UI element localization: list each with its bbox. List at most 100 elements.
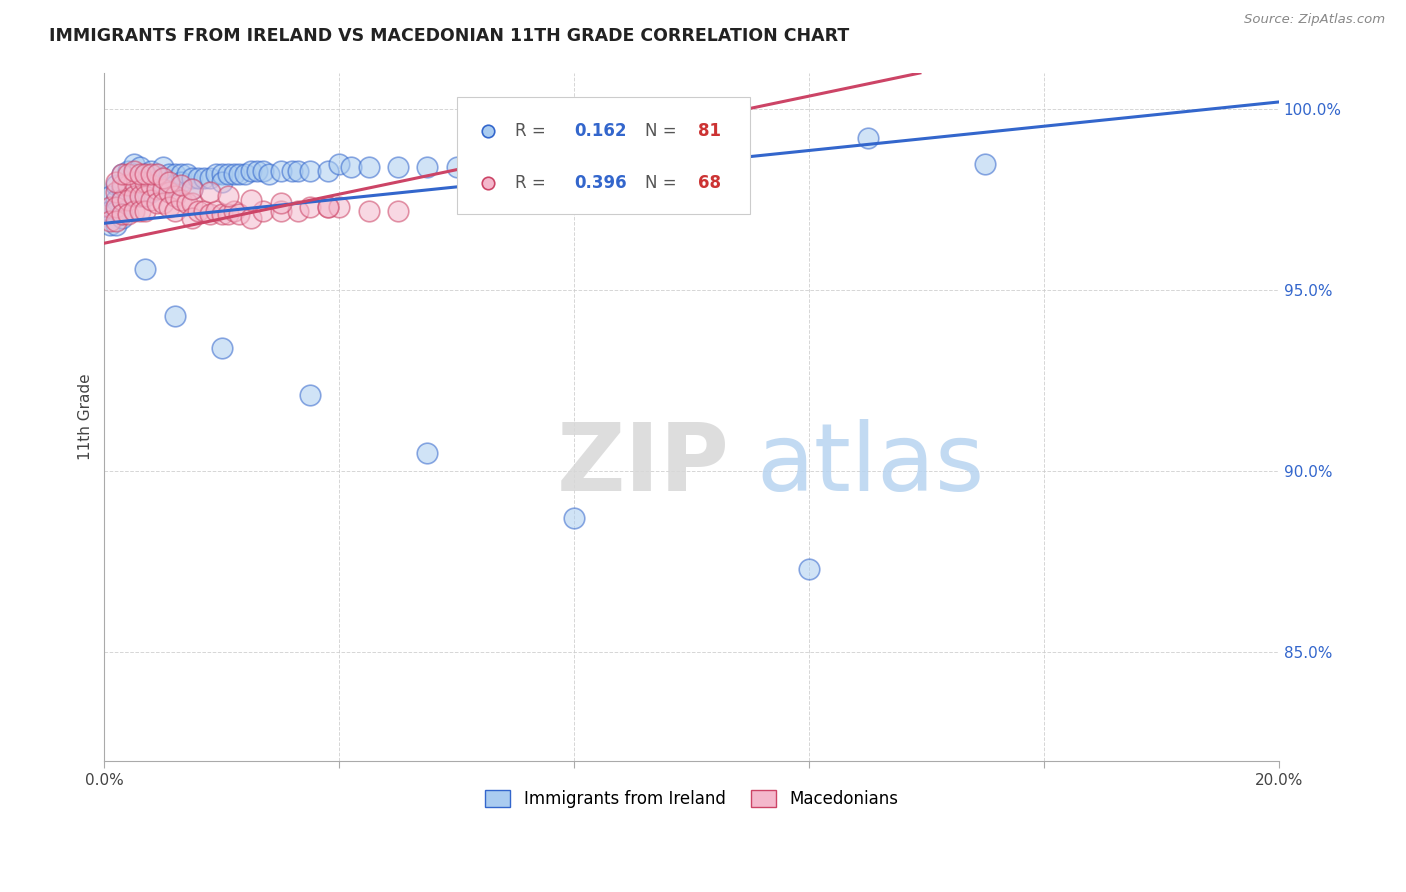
Point — [228, 207, 250, 221]
Point — [122, 178, 145, 193]
Point — [152, 182, 174, 196]
Point — [117, 178, 139, 193]
Point — [387, 160, 409, 174]
Point — [163, 309, 186, 323]
Point — [117, 189, 139, 203]
Point — [222, 167, 245, 181]
Point — [98, 200, 121, 214]
Point — [152, 182, 174, 196]
Point — [117, 167, 139, 181]
Point — [105, 193, 128, 207]
Point — [475, 160, 498, 174]
Text: R =: R = — [516, 174, 551, 192]
Point — [98, 189, 121, 203]
Point — [111, 207, 134, 221]
Point — [146, 167, 169, 181]
Point — [163, 178, 186, 193]
Point — [141, 193, 163, 207]
Point — [170, 175, 193, 189]
Point — [270, 163, 292, 178]
Point — [152, 171, 174, 186]
Point — [193, 171, 215, 186]
Point — [198, 171, 221, 186]
Point — [117, 207, 139, 221]
Point — [211, 167, 233, 181]
Point — [157, 178, 180, 193]
Point — [193, 203, 215, 218]
Point — [128, 167, 150, 181]
Point — [98, 203, 121, 218]
Point — [98, 218, 121, 232]
Point — [328, 200, 350, 214]
Text: 68: 68 — [697, 174, 720, 192]
Point — [152, 171, 174, 186]
Point — [240, 211, 263, 225]
Text: N =: N = — [645, 122, 682, 140]
Point — [128, 175, 150, 189]
Point — [217, 189, 239, 203]
Point — [298, 200, 321, 214]
Point — [122, 203, 145, 218]
Point — [134, 178, 156, 193]
Point — [205, 203, 228, 218]
Point — [146, 196, 169, 211]
Point — [797, 562, 820, 576]
Point — [181, 196, 204, 211]
Point — [134, 189, 156, 203]
Point — [252, 163, 274, 178]
Point — [387, 203, 409, 218]
Point — [181, 211, 204, 225]
Point — [316, 200, 339, 214]
Text: 0.162: 0.162 — [574, 122, 627, 140]
Point — [240, 193, 263, 207]
Point — [298, 163, 321, 178]
Point — [128, 203, 150, 218]
Point — [222, 203, 245, 218]
Point — [111, 207, 134, 221]
Point — [141, 163, 163, 178]
Point — [111, 193, 134, 207]
Point — [298, 388, 321, 402]
Point — [105, 175, 128, 189]
Text: N =: N = — [645, 174, 682, 192]
Point — [316, 200, 339, 214]
Point — [111, 182, 134, 196]
Point — [316, 163, 339, 178]
Point — [217, 167, 239, 181]
Point — [416, 446, 439, 460]
Point — [246, 163, 269, 178]
Point — [416, 160, 439, 174]
Point — [134, 167, 156, 181]
Point — [141, 186, 163, 200]
Point — [117, 178, 139, 193]
Point — [228, 167, 250, 181]
Point — [856, 131, 879, 145]
Point — [98, 214, 121, 228]
Point — [122, 189, 145, 203]
Point — [134, 175, 156, 189]
Point — [117, 193, 139, 207]
Point — [111, 167, 134, 181]
Point — [198, 207, 221, 221]
Text: 81: 81 — [697, 122, 720, 140]
Point — [105, 186, 128, 200]
Point — [974, 156, 997, 170]
Point — [105, 218, 128, 232]
Point — [111, 167, 134, 181]
Point — [170, 193, 193, 207]
Point — [111, 178, 134, 193]
Point — [152, 196, 174, 211]
Point — [211, 341, 233, 355]
Point — [211, 175, 233, 189]
Point — [122, 175, 145, 189]
Text: ZIP: ZIP — [557, 419, 730, 511]
Point — [141, 175, 163, 189]
Point — [340, 160, 363, 174]
Point — [233, 167, 256, 181]
Text: IMMIGRANTS FROM IRELAND VS MACEDONIAN 11TH GRADE CORRELATION CHART: IMMIGRANTS FROM IRELAND VS MACEDONIAN 11… — [49, 27, 849, 45]
Text: 0.396: 0.396 — [574, 174, 627, 192]
Point — [205, 167, 228, 181]
Point — [270, 196, 292, 211]
Point — [122, 156, 145, 170]
Point — [122, 163, 145, 178]
